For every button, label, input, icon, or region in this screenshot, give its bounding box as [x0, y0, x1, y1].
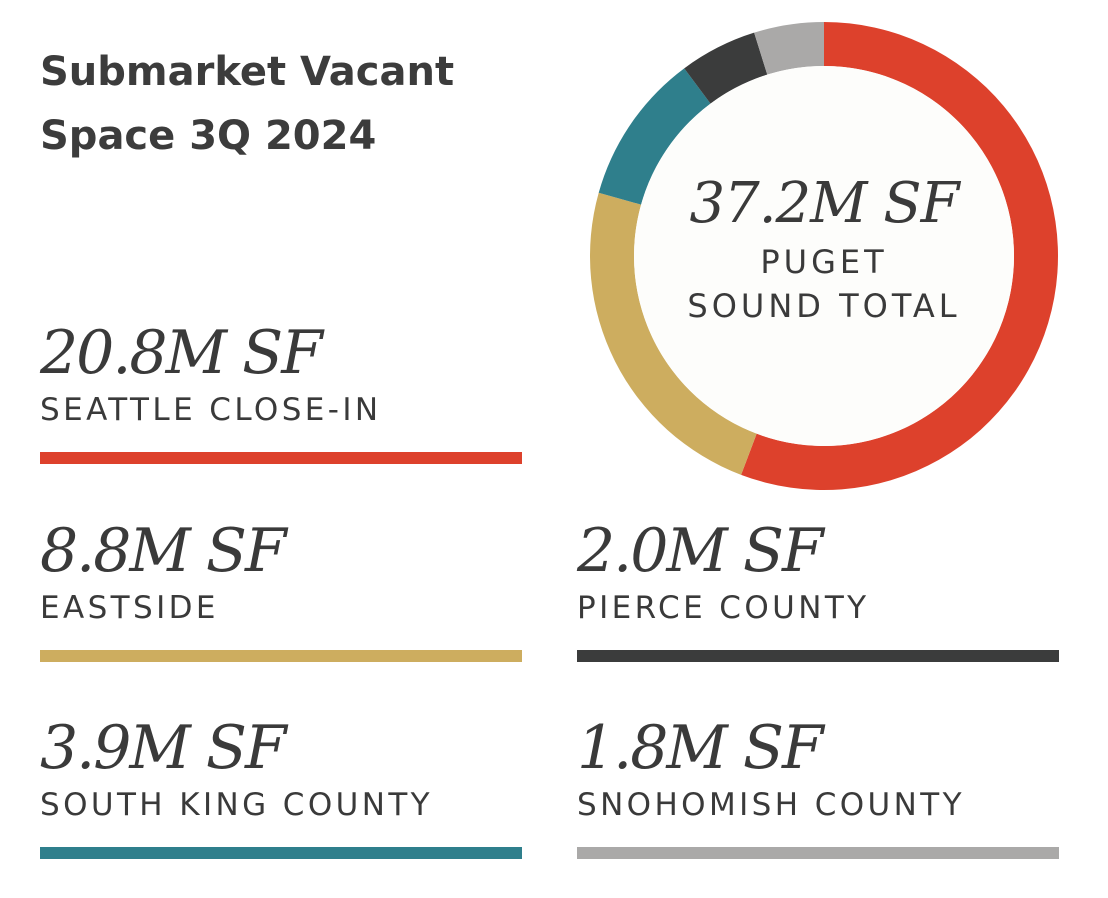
total-label-line-2: SOUND TOTAL: [687, 287, 961, 325]
legend-label: PIERCE COUNTY: [577, 590, 870, 626]
chart-title-line-2: Space 3Q 2024: [40, 113, 377, 159]
legend-label: SNOHOMISH COUNTY: [577, 787, 965, 823]
legend-item-pierce-county: 2.0M SF PIERCE COUNTY: [577, 516, 1059, 662]
legend-value: 1.8M SF: [577, 713, 824, 783]
legend-label: SEATTLE CLOSE-IN: [40, 392, 382, 428]
legend-item-south-king-county: 3.9M SF SOUTH KING COUNTY: [40, 713, 522, 859]
legend-label: EASTSIDE: [40, 590, 219, 626]
legend-color-bar: [40, 452, 522, 464]
chart-title: Submarket Vacant Space 3Q 2024: [40, 40, 560, 168]
legend-value: 20.8M SF: [40, 318, 323, 388]
donut-center: 37.2M SF PUGET SOUND TOTAL: [586, 168, 1062, 328]
donut-slice-seattle-close-in: [741, 22, 1058, 490]
total-label: PUGET SOUND TOTAL: [586, 240, 1062, 328]
legend-color-bar: [577, 847, 1059, 859]
legend-color-bar: [577, 650, 1059, 662]
legend-color-bar: [40, 847, 522, 859]
donut-slice-snohomish-county: [754, 22, 824, 75]
donut-slice-south-king-county: [598, 68, 711, 205]
donut-svg: [590, 22, 1058, 490]
chart-title-line-1: Submarket Vacant: [40, 49, 455, 95]
donut-slice-pierce-county: [684, 32, 768, 104]
legend-item-snohomish-county: 1.8M SF SNOHOMISH COUNTY: [577, 713, 1059, 859]
legend-color-bar: [40, 650, 522, 662]
total-value: 37.2M SF: [689, 171, 959, 236]
legend-item-seattle-close-in: 20.8M SF SEATTLE CLOSE-IN: [40, 318, 522, 464]
total-label-line-1: PUGET: [760, 243, 888, 281]
legend-item-eastside: 8.8M SF EASTSIDE: [40, 516, 522, 662]
legend-label: SOUTH KING COUNTY: [40, 787, 434, 823]
legend-value: 8.8M SF: [40, 516, 287, 586]
donut-slice-eastside: [590, 192, 757, 475]
donut-chart: 37.2M SF PUGET SOUND TOTAL: [586, 18, 1062, 494]
legend-value: 3.9M SF: [40, 713, 287, 783]
donut-hole: [634, 66, 1014, 446]
legend-value: 2.0M SF: [577, 516, 824, 586]
